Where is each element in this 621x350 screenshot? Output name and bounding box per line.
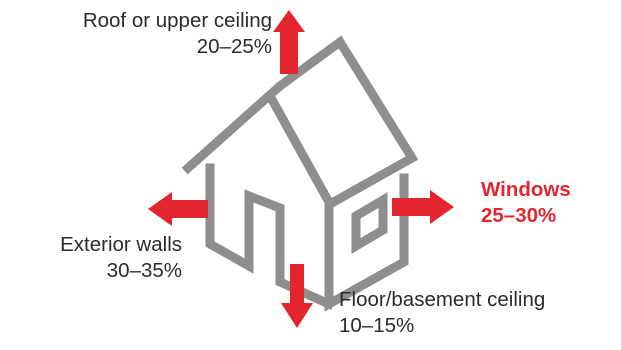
front-wall-shape xyxy=(324,173,409,312)
floor-label-range: 10–15% xyxy=(339,314,415,337)
roof-label-range: 20–25% xyxy=(196,35,272,58)
windows-label: Windows 25–30% xyxy=(481,177,571,229)
roof-shape xyxy=(181,35,419,211)
roof-label-name: Roof or upper ceiling xyxy=(82,9,272,32)
windows-label-name: Windows xyxy=(481,178,571,201)
walls-label-range: 30–35% xyxy=(106,259,182,282)
left-wall-shape xyxy=(205,163,335,310)
up-arrow xyxy=(273,10,305,74)
arrows xyxy=(148,10,454,328)
right-arrow xyxy=(392,190,454,224)
walls-label: Exterior walls 30–35% xyxy=(16,232,182,284)
floor-label-name: Floor/basement ceiling xyxy=(339,288,546,311)
down-arrow xyxy=(281,264,313,328)
house-outline xyxy=(181,35,419,312)
window-shape xyxy=(351,192,388,254)
walls-label-name: Exterior walls xyxy=(60,233,182,256)
left-arrow xyxy=(148,192,208,226)
roof-label: Roof or upper ceiling 20–25% xyxy=(16,8,272,60)
windows-label-range: 25–30% xyxy=(481,204,557,227)
floor-label: Floor/basement ceiling 10–15% xyxy=(339,287,545,339)
